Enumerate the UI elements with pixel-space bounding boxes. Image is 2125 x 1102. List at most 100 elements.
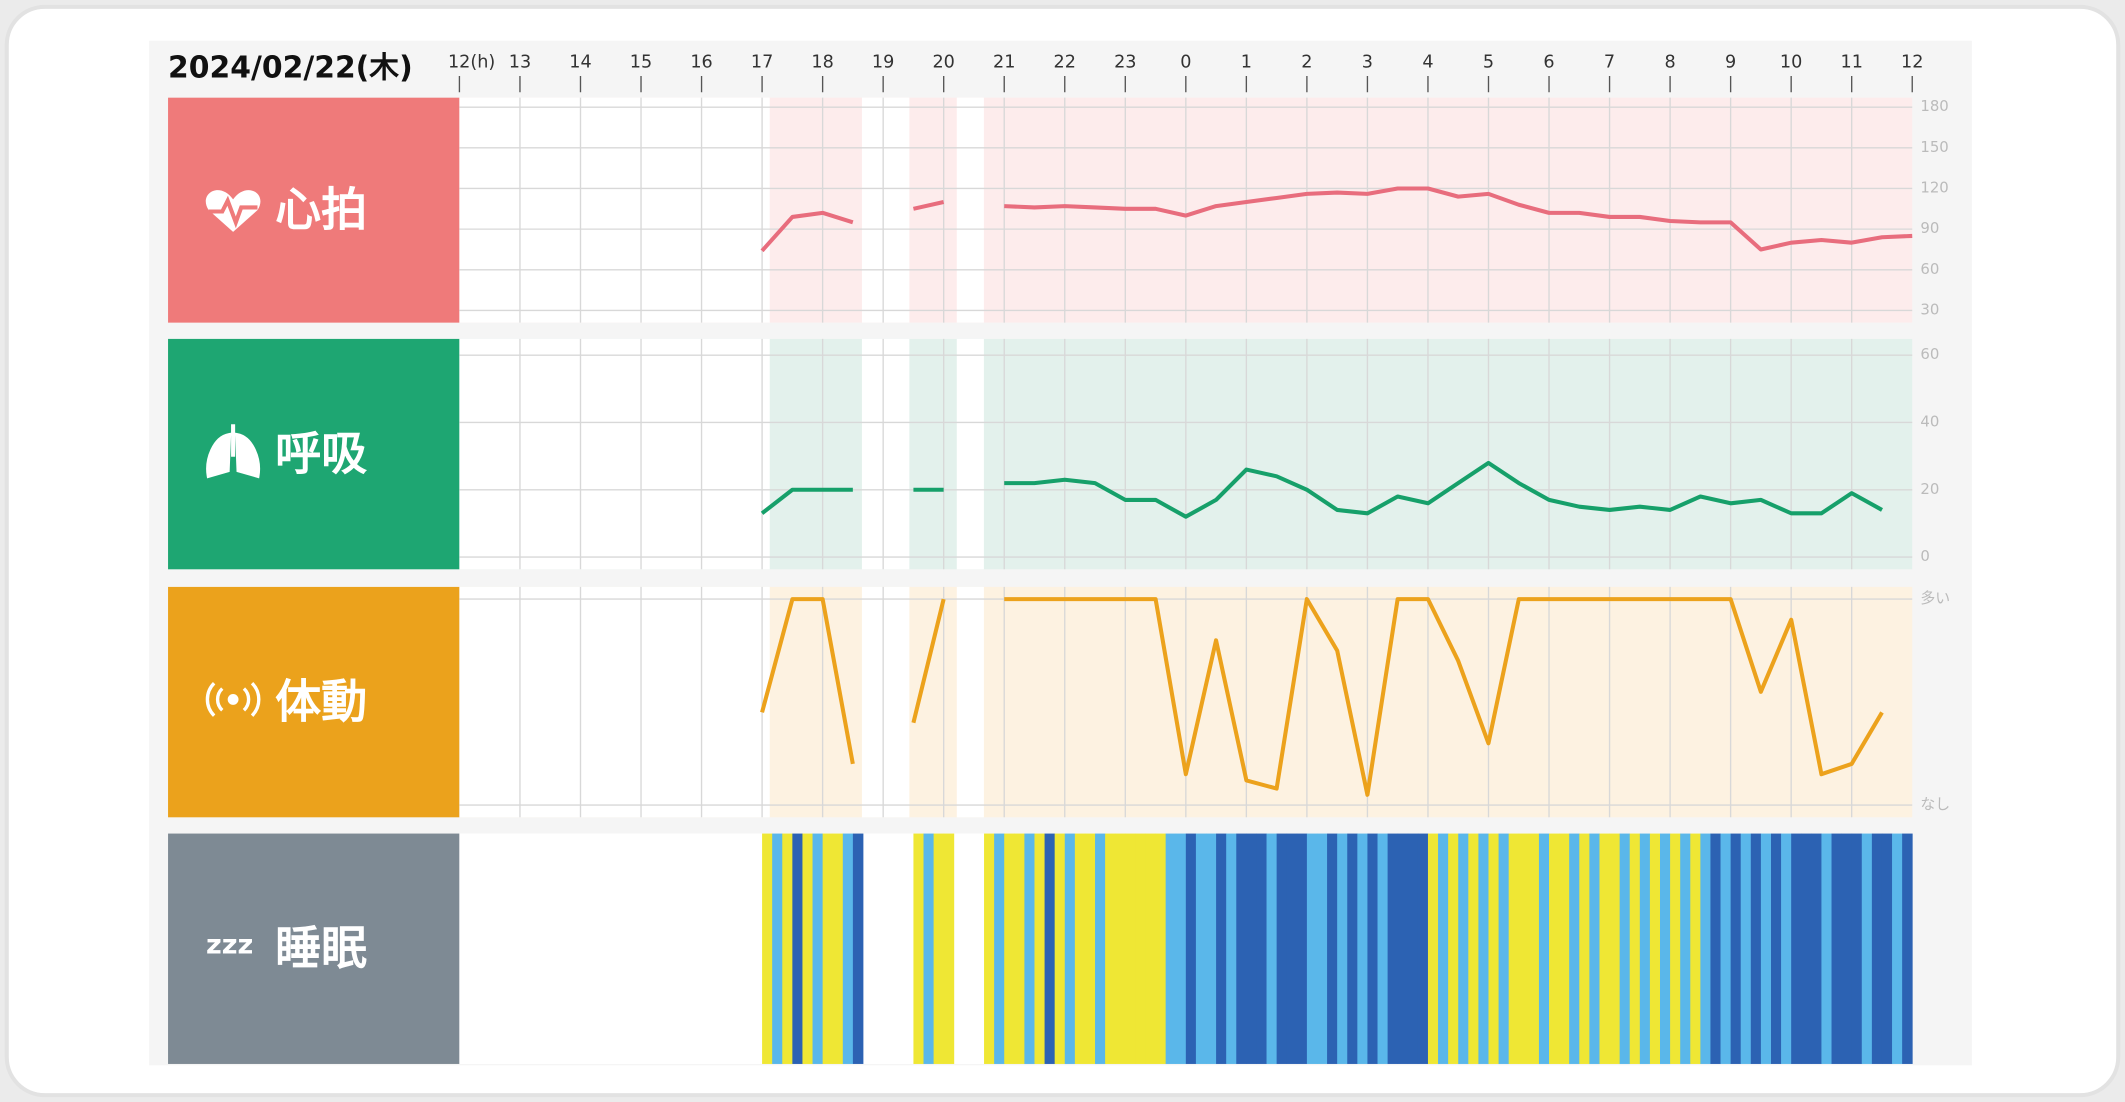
sleep-stripe — [1206, 833, 1217, 1064]
sleep-stripe — [1417, 833, 1429, 1064]
sleep-stripe — [1054, 833, 1066, 1064]
sleep-stripe — [1387, 833, 1399, 1064]
no-data — [956, 833, 984, 1064]
no-data — [956, 586, 984, 818]
hour-label: 22 — [1054, 52, 1076, 72]
hour-label: 7 — [1604, 52, 1615, 72]
sleep-stripe — [1871, 833, 1883, 1064]
sleep-stripe — [1549, 833, 1560, 1064]
sleep-stripe — [1216, 833, 1227, 1064]
panel-title: 睡眠 — [275, 921, 367, 975]
sleep-stripe — [1276, 833, 1288, 1064]
sleep-stripe — [1246, 833, 1257, 1064]
sleep-stripe — [913, 833, 924, 1064]
no-data — [459, 97, 770, 323]
sleep-stripe — [1770, 833, 1782, 1064]
sleep-stripe — [1801, 833, 1812, 1064]
sleep-stripe — [1155, 833, 1167, 1064]
sleep-stripe — [1024, 833, 1035, 1064]
sleep-stripe — [1730, 833, 1742, 1064]
sleep-stripe — [1831, 833, 1843, 1064]
sleep-stripe — [1407, 833, 1419, 1064]
hour-label: 16 — [690, 52, 712, 72]
sleep-stripe — [1589, 833, 1600, 1064]
sleep-stripe — [792, 833, 803, 1064]
sleep-stripe — [1397, 833, 1409, 1064]
no-data — [861, 586, 910, 818]
sleep-stripe — [1175, 833, 1187, 1064]
y-tick-label: 30 — [1920, 300, 1939, 318]
sleep-stripe — [1569, 833, 1580, 1064]
sleep-stripe — [933, 833, 945, 1064]
sleep-stripe — [1791, 833, 1802, 1064]
hour-label: 1 — [1241, 52, 1252, 72]
sleep-stripe — [1367, 833, 1378, 1064]
sleep-stripe — [1327, 833, 1338, 1064]
sleep-stripe — [1881, 833, 1893, 1064]
hour-label: 10 — [1780, 52, 1802, 72]
y-tick-label: 20 — [1920, 480, 1939, 498]
sleep-stripe — [1559, 833, 1570, 1064]
no-data — [861, 338, 910, 570]
sleep-stripe — [832, 833, 844, 1064]
hour-label: 19 — [872, 52, 894, 72]
no-data — [459, 338, 770, 570]
hour-label: 0 — [1180, 52, 1191, 72]
panel-title: 心拍 — [275, 182, 367, 236]
sleep-stripe — [1014, 833, 1025, 1064]
sleep-stripe — [1084, 833, 1096, 1064]
hour-label: 14 — [569, 52, 591, 72]
y-tick-label: 120 — [1920, 178, 1948, 196]
sleep-stripe — [1125, 833, 1136, 1064]
sleep-stripe — [842, 833, 854, 1064]
sleep-stripe — [1528, 833, 1540, 1064]
sleep-stripe — [1226, 833, 1237, 1064]
sleep-stripe — [1478, 833, 1489, 1064]
panel-title: 体動 — [275, 674, 367, 728]
hour-label: 6 — [1543, 52, 1554, 72]
sleep-stripe — [1720, 833, 1732, 1064]
sleep-stripe — [1710, 833, 1721, 1064]
sleep-stripe — [1195, 833, 1207, 1064]
sleep-stripe — [1145, 833, 1156, 1064]
series-line — [760, 186, 1913, 253]
no-data — [861, 97, 910, 323]
hour-label: 23 — [1114, 52, 1136, 72]
sleep-stripe — [923, 833, 935, 1064]
sleep-stripe — [1700, 833, 1711, 1064]
sleep-stripe — [1438, 833, 1449, 1064]
sleep-stripe — [1135, 833, 1146, 1064]
sleep-stripe — [1185, 833, 1197, 1064]
y-tick-label: 0 — [1920, 547, 1929, 565]
sleep-stripe — [1377, 833, 1389, 1064]
sleep-stripe — [1861, 833, 1873, 1064]
y-tick-label: 多い — [1920, 589, 1950, 607]
no-data — [459, 586, 770, 818]
sleep-stripe — [1337, 833, 1348, 1064]
series-line — [760, 460, 1883, 519]
series-line — [760, 597, 1884, 797]
y-tick-label: 60 — [1920, 260, 1939, 278]
date: 2024/02/22(木) — [168, 51, 413, 86]
panel-title: 呼吸 — [275, 426, 367, 480]
no-data — [956, 97, 984, 323]
sleep-stripe — [1286, 833, 1298, 1064]
sleep-stripe — [1760, 833, 1772, 1064]
sleep-stripe — [994, 833, 1005, 1064]
hour-label: 9 — [1725, 52, 1736, 72]
hour-label: 20 — [932, 52, 954, 72]
sleep-stripe — [822, 833, 834, 1064]
panel-icon — [205, 190, 261, 232]
sleep-stripe — [1064, 833, 1076, 1064]
sleep-stripe — [812, 833, 824, 1064]
sleep-stripe — [1095, 833, 1106, 1064]
sleep-stripe — [1165, 833, 1177, 1064]
sleep-stripe — [1811, 833, 1822, 1064]
sleep-stripe — [1074, 833, 1086, 1064]
sleep-stripe — [1781, 833, 1792, 1064]
sleep-stripe — [1296, 833, 1308, 1064]
hour-label: 3 — [1362, 52, 1373, 72]
hour-label: 4 — [1422, 52, 1433, 72]
